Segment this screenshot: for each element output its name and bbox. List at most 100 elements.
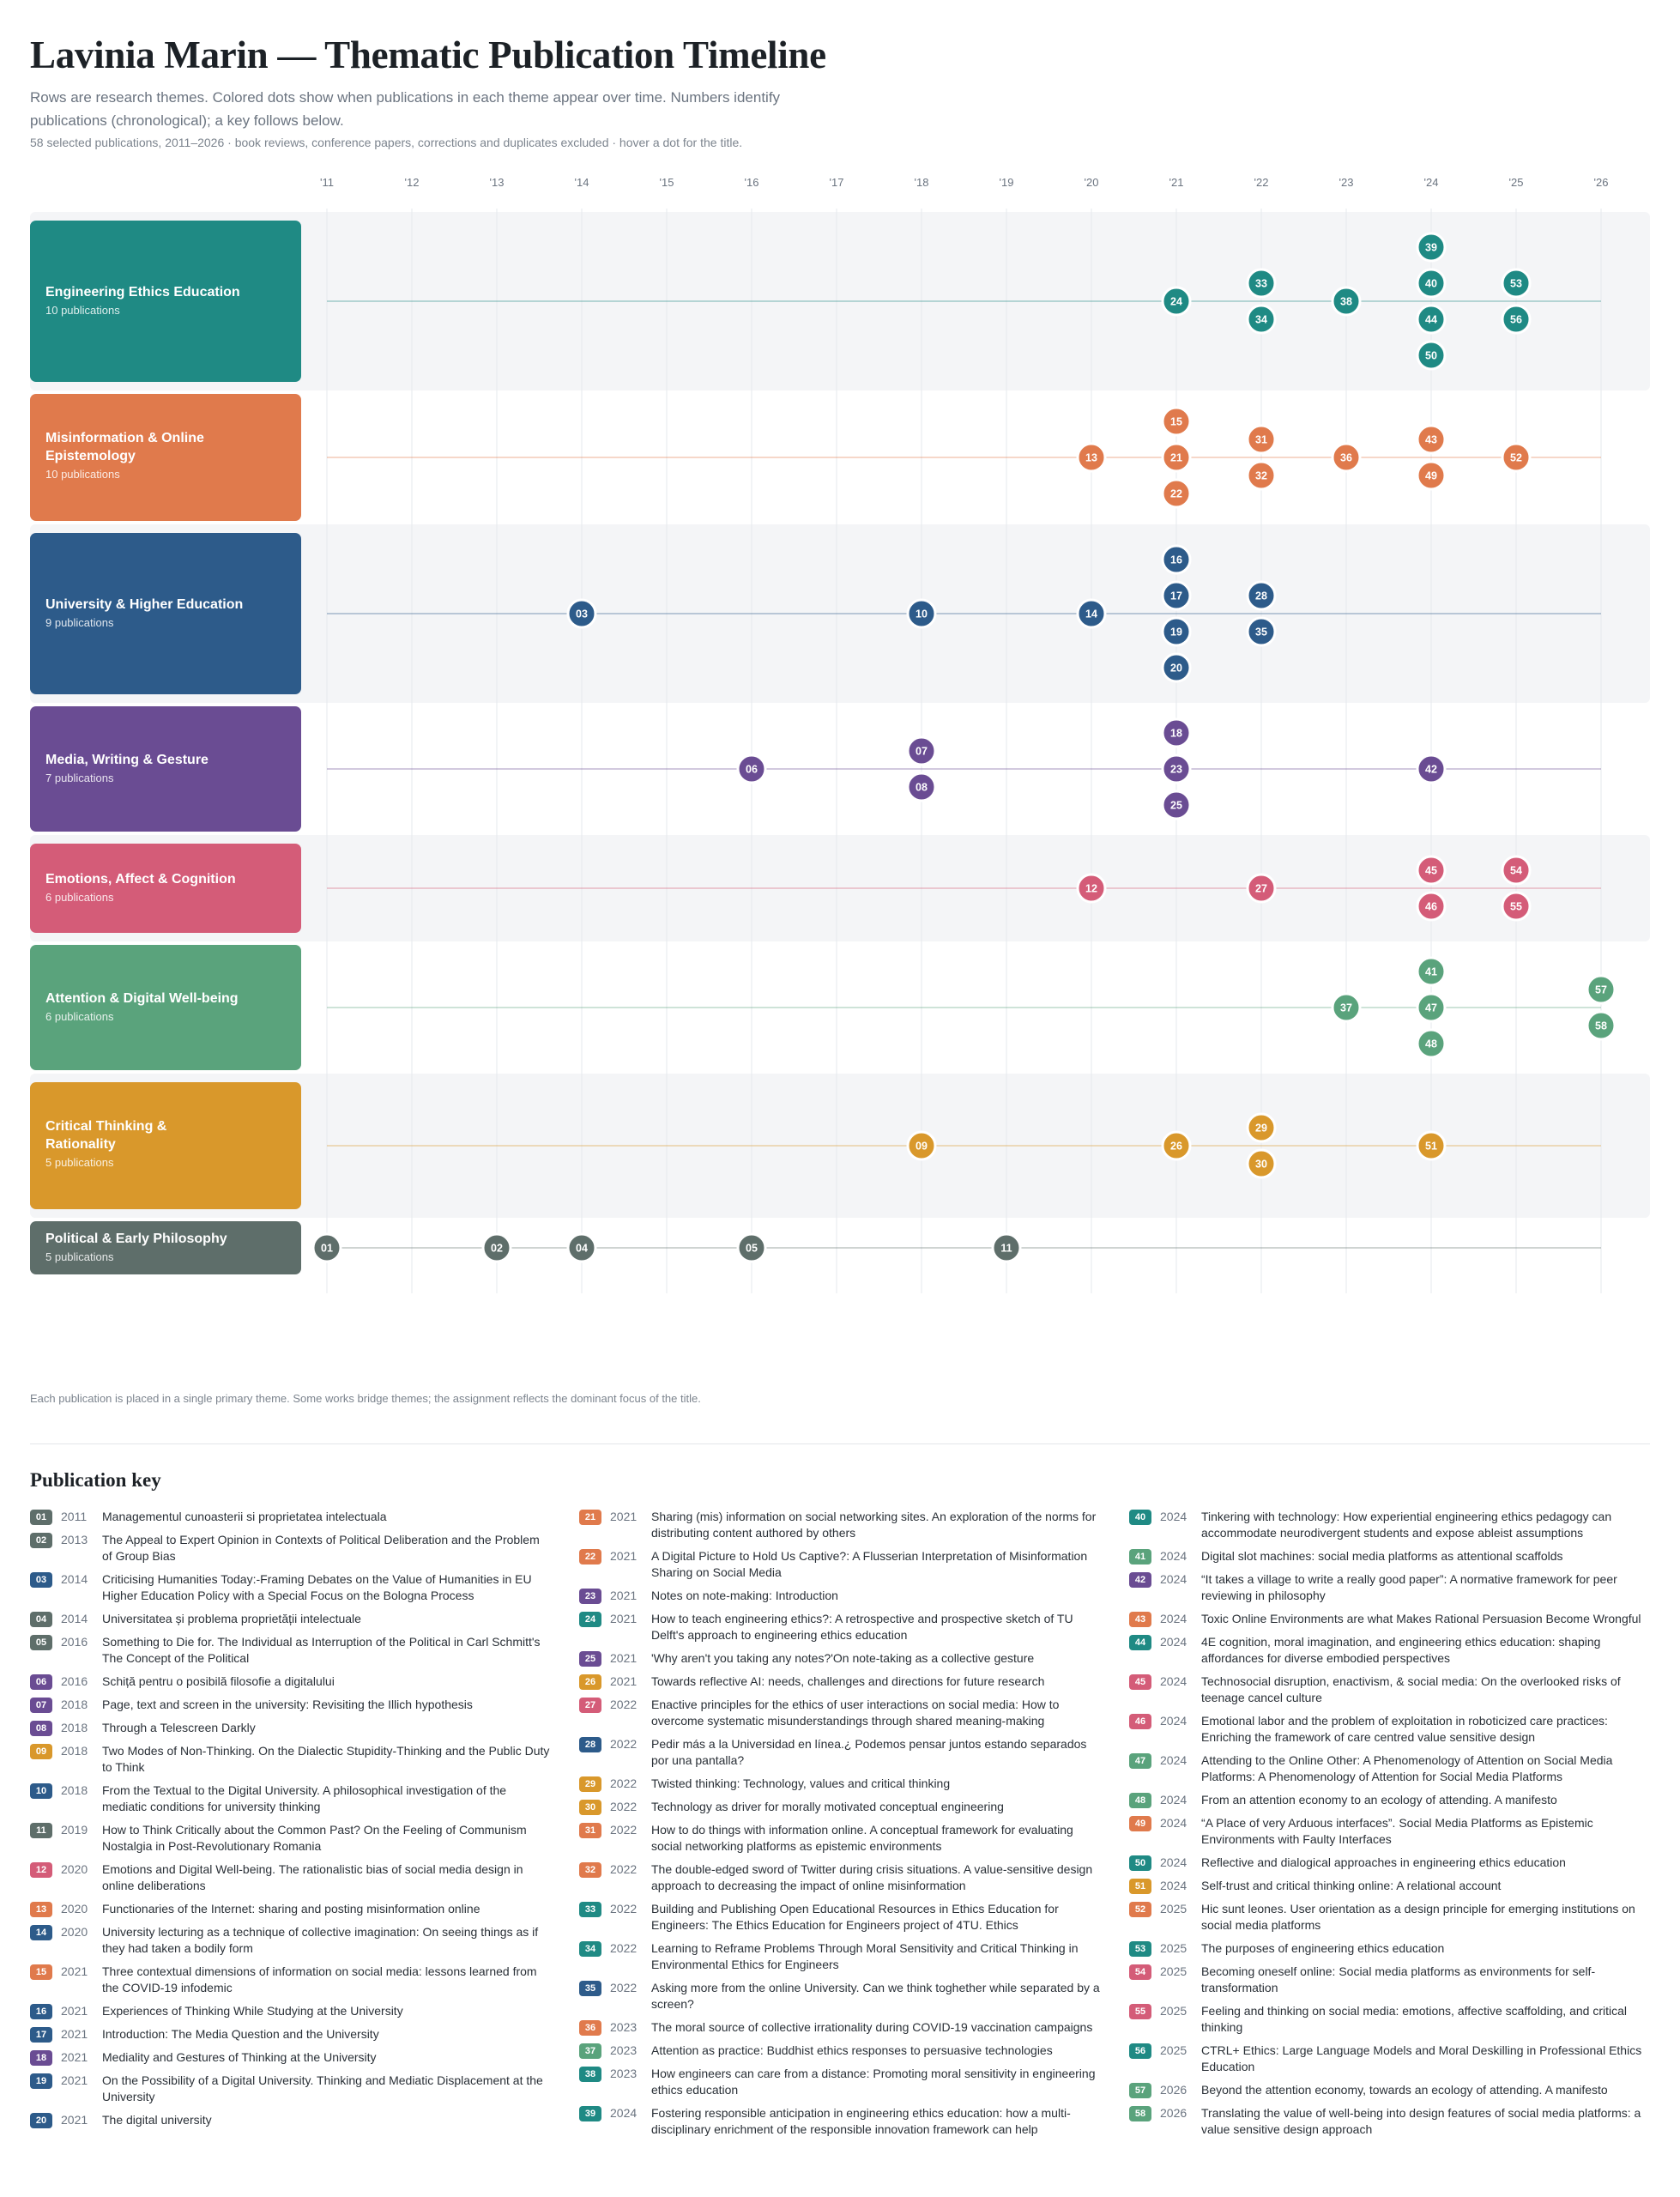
publication-dot-26[interactable]: 26 (1161, 1130, 1192, 1161)
publication-dot-37[interactable]: 37 (1331, 992, 1362, 1023)
publication-dot-28[interactable]: 28 (1246, 580, 1277, 611)
dot-marker[interactable] (1161, 544, 1192, 575)
publication-dot-13[interactable]: 13 (1076, 442, 1107, 473)
publication-dot-56[interactable]: 56 (1501, 304, 1532, 335)
dot-marker[interactable] (1331, 992, 1362, 1023)
dot-marker[interactable] (1416, 1028, 1447, 1059)
dot-marker[interactable] (906, 1130, 937, 1161)
publication-dot-44[interactable]: 44 (1416, 304, 1447, 335)
publication-dot-54[interactable]: 54 (1501, 855, 1532, 886)
publication-dot-27[interactable]: 27 (1246, 873, 1277, 904)
dot-marker[interactable] (1586, 974, 1617, 1005)
dot-marker[interactable] (1416, 340, 1447, 371)
publication-dot-03[interactable]: 03 (566, 598, 597, 629)
publication-dot-31[interactable]: 31 (1246, 424, 1277, 455)
dot-marker[interactable] (566, 598, 597, 629)
dot-marker[interactable] (1501, 891, 1532, 922)
dot-marker[interactable] (1501, 442, 1532, 473)
publication-dot-55[interactable]: 55 (1501, 891, 1532, 922)
dot-marker[interactable] (1161, 442, 1192, 473)
publication-dot-45[interactable]: 45 (1416, 855, 1447, 886)
publication-dot-52[interactable]: 52 (1501, 442, 1532, 473)
dot-marker[interactable] (1416, 268, 1447, 299)
dot-marker[interactable] (481, 1232, 512, 1263)
dot-marker[interactable] (1161, 580, 1192, 611)
publication-dot-32[interactable]: 32 (1246, 460, 1277, 491)
dot-marker[interactable] (1246, 616, 1277, 647)
dot-marker[interactable] (1416, 855, 1447, 886)
dot-marker[interactable] (1501, 855, 1532, 886)
dot-marker[interactable] (1246, 1148, 1277, 1179)
dot-marker[interactable] (1416, 232, 1447, 263)
dot-marker[interactable] (1076, 442, 1107, 473)
publication-dot-30[interactable]: 30 (1246, 1148, 1277, 1179)
publication-dot-12[interactable]: 12 (1076, 873, 1107, 904)
dot-marker[interactable] (906, 772, 937, 802)
dot-marker[interactable] (906, 735, 937, 766)
publication-dot-40[interactable]: 40 (1416, 268, 1447, 299)
publication-dot-10[interactable]: 10 (906, 598, 937, 629)
publication-dot-02[interactable]: 02 (481, 1232, 512, 1263)
dot-marker[interactable] (1161, 478, 1192, 509)
dot-marker[interactable] (1161, 754, 1192, 784)
publication-dot-53[interactable]: 53 (1501, 268, 1532, 299)
publication-dot-48[interactable]: 48 (1416, 1028, 1447, 1059)
dot-marker[interactable] (1416, 304, 1447, 335)
publication-dot-35[interactable]: 35 (1246, 616, 1277, 647)
publication-dot-25[interactable]: 25 (1161, 790, 1192, 820)
dot-marker[interactable] (1076, 598, 1107, 629)
publication-dot-20[interactable]: 20 (1161, 652, 1192, 683)
dot-marker[interactable] (1161, 1130, 1192, 1161)
dot-marker[interactable] (1246, 424, 1277, 455)
publication-dot-36[interactable]: 36 (1331, 442, 1362, 473)
dot-marker[interactable] (1161, 790, 1192, 820)
dot-marker[interactable] (1161, 717, 1192, 748)
publication-dot-17[interactable]: 17 (1161, 580, 1192, 611)
dot-marker[interactable] (1331, 442, 1362, 473)
publication-dot-14[interactable]: 14 (1076, 598, 1107, 629)
dot-marker[interactable] (1246, 580, 1277, 611)
dot-marker[interactable] (1416, 891, 1447, 922)
dot-marker[interactable] (1246, 460, 1277, 491)
publication-dot-24[interactable]: 24 (1161, 286, 1192, 317)
publication-dot-22[interactable]: 22 (1161, 478, 1192, 509)
dot-marker[interactable] (311, 1232, 342, 1263)
publication-dot-43[interactable]: 43 (1416, 424, 1447, 455)
dot-marker[interactable] (736, 1232, 767, 1263)
dot-marker[interactable] (1416, 424, 1447, 455)
publication-dot-50[interactable]: 50 (1416, 340, 1447, 371)
dot-marker[interactable] (1416, 1130, 1447, 1161)
publication-dot-29[interactable]: 29 (1246, 1112, 1277, 1143)
publication-dot-46[interactable]: 46 (1416, 891, 1447, 922)
dot-marker[interactable] (1161, 406, 1192, 437)
publication-dot-51[interactable]: 51 (1416, 1130, 1447, 1161)
publication-dot-07[interactable]: 07 (906, 735, 937, 766)
publication-dot-08[interactable]: 08 (906, 772, 937, 802)
dot-marker[interactable] (1161, 286, 1192, 317)
dot-marker[interactable] (1416, 754, 1447, 784)
dot-marker[interactable] (1161, 616, 1192, 647)
dot-marker[interactable] (1331, 286, 1362, 317)
dot-marker[interactable] (736, 754, 767, 784)
dot-marker[interactable] (1586, 1010, 1617, 1041)
publication-dot-11[interactable]: 11 (991, 1232, 1022, 1263)
dot-marker[interactable] (1501, 268, 1532, 299)
publication-dot-01[interactable]: 01 (311, 1232, 342, 1263)
publication-dot-33[interactable]: 33 (1246, 268, 1277, 299)
publication-dot-23[interactable]: 23 (1161, 754, 1192, 784)
publication-dot-38[interactable]: 38 (1331, 286, 1362, 317)
dot-marker[interactable] (1076, 873, 1107, 904)
publication-dot-05[interactable]: 05 (736, 1232, 767, 1263)
publication-dot-09[interactable]: 09 (906, 1130, 937, 1161)
dot-marker[interactable] (1246, 268, 1277, 299)
dot-marker[interactable] (1416, 992, 1447, 1023)
publication-dot-15[interactable]: 15 (1161, 406, 1192, 437)
dot-marker[interactable] (1161, 652, 1192, 683)
dot-marker[interactable] (1246, 304, 1277, 335)
publication-dot-21[interactable]: 21 (1161, 442, 1192, 473)
dot-marker[interactable] (566, 1232, 597, 1263)
publication-dot-47[interactable]: 47 (1416, 992, 1447, 1023)
dot-marker[interactable] (1246, 1112, 1277, 1143)
dot-marker[interactable] (1501, 304, 1532, 335)
dot-marker[interactable] (1416, 460, 1447, 491)
